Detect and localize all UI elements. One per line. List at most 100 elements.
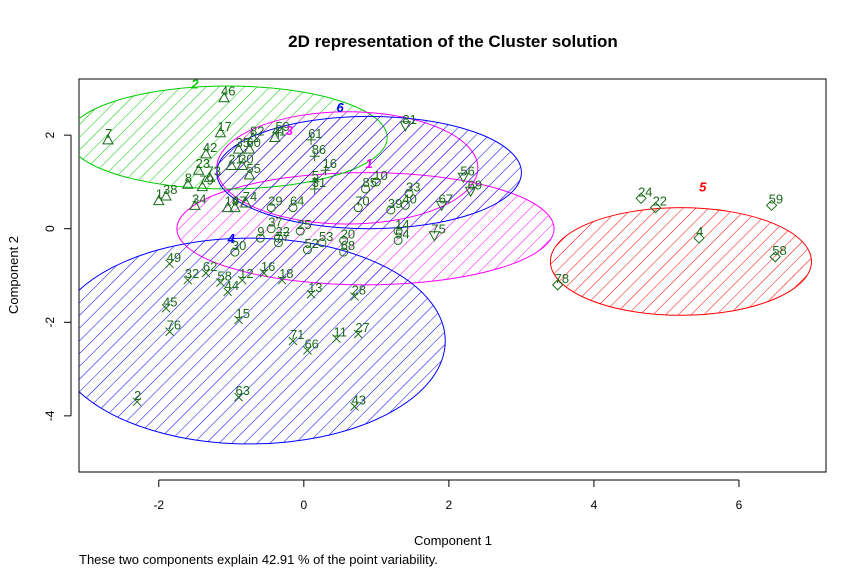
data-point: [160, 189, 172, 201]
point-label: 58: [217, 269, 231, 284]
data-point: [247, 131, 259, 142]
data-point: [161, 303, 171, 313]
data-point: [404, 189, 414, 199]
point-label: 18: [279, 266, 293, 281]
point-label: 2: [134, 388, 141, 403]
point-label: 59: [275, 119, 289, 134]
point-label: 33: [406, 180, 420, 195]
point-label: 55: [246, 161, 260, 176]
data-point: [266, 224, 276, 234]
data-point: [189, 199, 201, 210]
point-label: 73: [207, 163, 221, 178]
data-point: [273, 233, 283, 243]
point-label: 23: [196, 156, 210, 171]
point-label: 31: [312, 175, 326, 190]
point-label: 35: [236, 135, 250, 150]
point-label: 60: [246, 135, 260, 150]
cluster-label: 2: [190, 76, 199, 91]
point-label: 86: [312, 142, 326, 157]
point-label: 66: [304, 336, 318, 351]
point-label: 70: [355, 194, 369, 209]
point-label: 45: [163, 294, 177, 309]
point-label: 58: [772, 243, 786, 258]
data-point: [183, 275, 193, 285]
data-point: [216, 278, 225, 287]
x-tick-label: -2: [153, 498, 164, 512]
point-label: 24: [638, 184, 652, 199]
data-point: [196, 180, 209, 192]
data-point: [268, 131, 281, 142]
point-label: 28: [352, 283, 366, 298]
point-label: 62: [203, 259, 217, 274]
data-point: [399, 121, 412, 132]
plot-frame: [78, 78, 827, 473]
x-axis-label: Component 1: [414, 533, 492, 548]
point-label: 76: [167, 318, 181, 333]
data-point: [218, 91, 230, 103]
data-point: [230, 247, 240, 257]
data-point: [320, 165, 331, 176]
data-point: [152, 194, 165, 206]
point-label: 69: [468, 177, 482, 192]
data-point: [236, 159, 249, 171]
data-point: [339, 235, 349, 245]
data-point: [288, 336, 298, 346]
point-label: 61: [308, 126, 322, 141]
data-point: [551, 279, 564, 291]
point-label: 5: [312, 168, 319, 183]
point-label: 15: [236, 306, 250, 321]
point-label: 16: [261, 259, 275, 274]
data-point: [229, 201, 241, 213]
point-label: 10: [373, 168, 387, 183]
point-label: 75: [431, 222, 445, 237]
point-label: 82: [250, 123, 264, 138]
data-point: [457, 172, 470, 184]
point-label: 12: [239, 266, 253, 281]
data-point: [234, 315, 243, 325]
point-label: 17: [217, 119, 231, 134]
data-point: [234, 392, 243, 402]
point-label: 25: [297, 217, 311, 232]
point-label: 64: [290, 194, 304, 209]
cluster-label: 5: [699, 179, 707, 194]
point-label: 32: [185, 266, 199, 281]
data-point: [203, 171, 216, 182]
data-point: [765, 199, 778, 212]
data-point: [181, 178, 194, 189]
data-point: [255, 233, 265, 243]
point-label: 74: [243, 189, 257, 204]
data-point: [192, 164, 205, 175]
point-label: 78: [555, 271, 569, 286]
point-label: 42: [203, 140, 217, 155]
x-tick-label: 2: [446, 498, 453, 512]
data-point: [306, 134, 317, 145]
data-point: [464, 186, 477, 198]
point-label: 19: [225, 194, 239, 209]
point-label: 68: [341, 238, 355, 253]
x-tick-label: 4: [591, 498, 598, 512]
data-point: [635, 192, 647, 205]
point-label: 30: [239, 152, 253, 167]
x-tick-label: 0: [300, 498, 307, 512]
data-point: [225, 159, 238, 171]
data-point: [237, 275, 247, 285]
point-label: 22: [275, 224, 289, 239]
data-point: [266, 203, 276, 213]
point-label: 21: [228, 152, 242, 167]
data-point: [309, 183, 320, 194]
data-point: [295, 226, 305, 236]
point-label: 44: [225, 278, 239, 293]
point-label: 41: [272, 123, 286, 138]
data-point: [303, 346, 312, 355]
data-point: [273, 127, 284, 138]
point-label: 77: [275, 229, 289, 244]
data-point: [649, 201, 662, 214]
cluster-label: 1: [365, 156, 372, 171]
point-label: 38: [163, 182, 177, 197]
point-label: 40: [402, 191, 416, 206]
data-point: [102, 133, 114, 145]
cluster-ellipse: [79, 237, 446, 445]
point-label: 27: [355, 320, 369, 335]
data-point: [132, 397, 142, 407]
x-tick-label: 6: [736, 498, 743, 512]
